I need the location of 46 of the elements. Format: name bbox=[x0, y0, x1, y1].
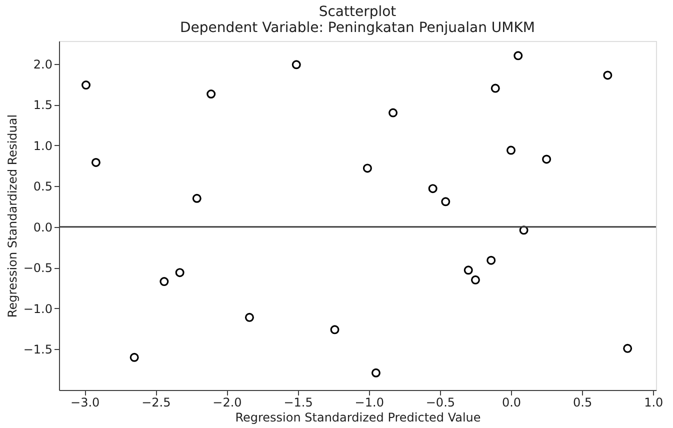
point bbox=[244, 312, 254, 322]
point bbox=[519, 226, 528, 235]
point bbox=[91, 158, 100, 167]
point bbox=[330, 325, 340, 334]
point bbox=[362, 164, 372, 173]
x-axis-title: Regression Standardized Predicted Value bbox=[235, 410, 481, 424]
y-tick-label: 1.5 bbox=[33, 98, 52, 112]
point bbox=[603, 70, 612, 80]
point bbox=[514, 51, 523, 60]
point bbox=[206, 90, 216, 99]
x-tick-label: 0.0 bbox=[502, 396, 522, 410]
chart-title: Scatterplot bbox=[318, 4, 397, 20]
point bbox=[623, 344, 632, 353]
x-tick-label: 0.5 bbox=[573, 396, 592, 410]
point bbox=[506, 146, 516, 155]
y-tick-label: −1.5 bbox=[23, 342, 52, 357]
point bbox=[130, 352, 139, 362]
y-axis-title: Regression Standardized Residual bbox=[5, 114, 20, 318]
x-tick-label: −0.5 bbox=[426, 396, 456, 410]
x-tick-label: −1.5 bbox=[284, 396, 313, 410]
y-tick-label: −0.5 bbox=[23, 261, 52, 276]
point bbox=[160, 277, 169, 286]
x-tick-label: −2.0 bbox=[212, 396, 242, 410]
x-tick-label: −2.5 bbox=[142, 396, 171, 410]
point bbox=[371, 368, 380, 378]
point bbox=[428, 184, 438, 194]
point bbox=[82, 80, 91, 90]
y-tick-label: 0.5 bbox=[33, 180, 52, 194]
point bbox=[192, 194, 202, 203]
point bbox=[175, 268, 184, 278]
point bbox=[464, 266, 473, 275]
x-tick-label: −1.0 bbox=[354, 396, 384, 410]
x-tick-label: −3.0 bbox=[70, 396, 100, 410]
chart-subtitle: Dependent Variable: Peningkatan Penjualan UMKM bbox=[180, 20, 535, 36]
point bbox=[542, 154, 552, 164]
point bbox=[490, 84, 500, 93]
point bbox=[441, 197, 450, 206]
y-tick-label: 2.0 bbox=[33, 57, 52, 72]
x-tick-label: 1.0 bbox=[644, 396, 664, 410]
y-tick-label: −1.0 bbox=[23, 302, 52, 316]
y-tick-label: 1.0 bbox=[33, 138, 52, 153]
point bbox=[470, 275, 480, 284]
y-tick-label: 0.0 bbox=[33, 220, 52, 234]
point bbox=[486, 256, 496, 265]
point bbox=[292, 60, 301, 70]
point bbox=[388, 108, 398, 118]
